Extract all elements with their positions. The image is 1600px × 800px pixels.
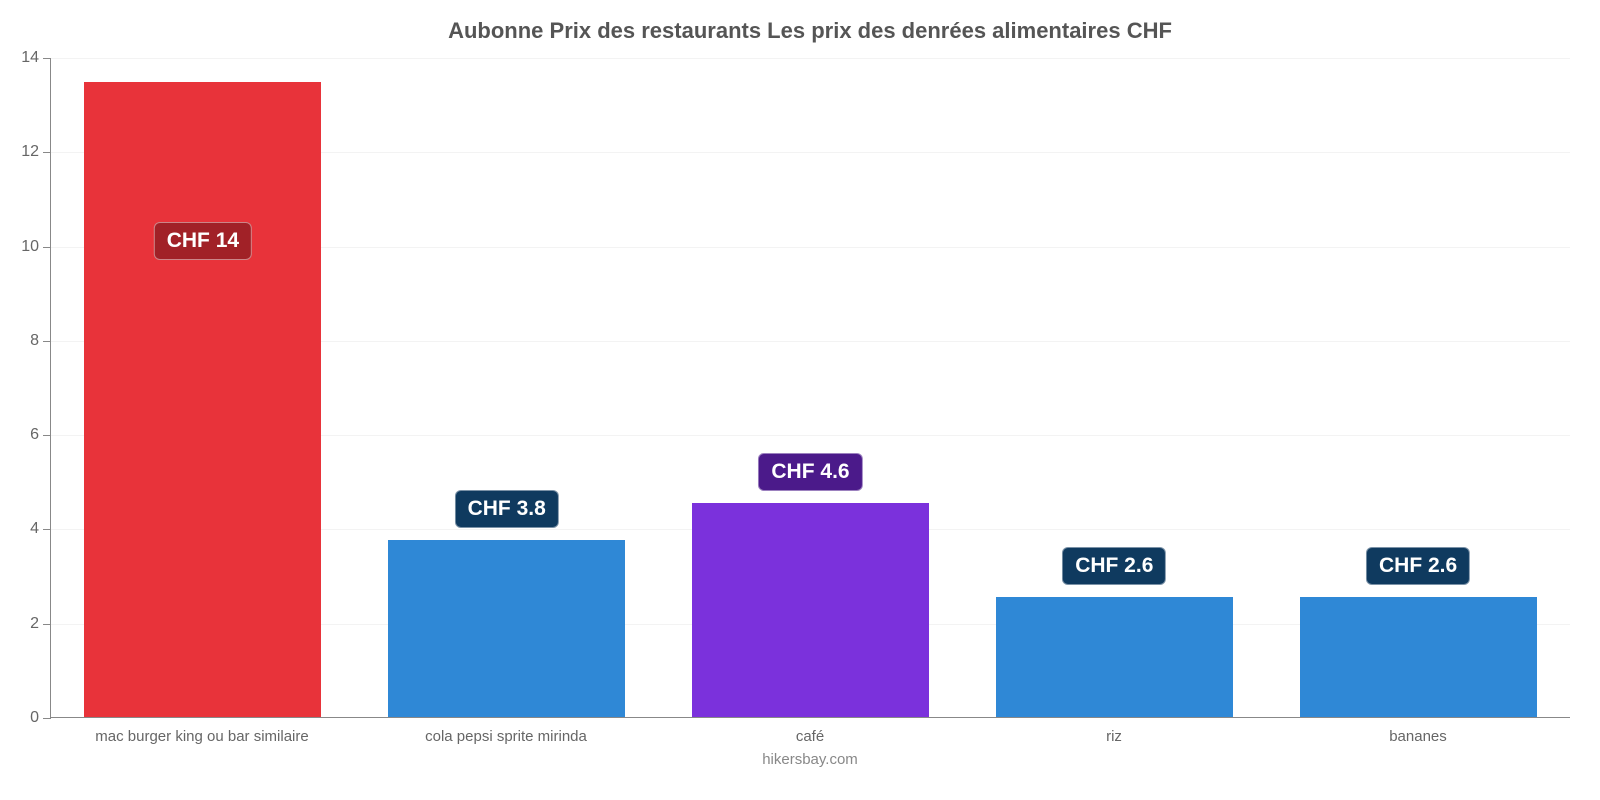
y-tick-label: 2 (30, 615, 51, 633)
bar: CHF 2.6 (996, 597, 1233, 717)
bar-value-label: CHF 4.6 (758, 453, 862, 491)
bar-slot: CHF 14 (51, 58, 355, 717)
bar: CHF 14 (84, 82, 321, 717)
x-axis-label: cola pepsi sprite mirinda (354, 718, 658, 745)
bar-slot: CHF 3.8 (355, 58, 659, 717)
x-axis-label: riz (962, 718, 1266, 745)
x-axis-label: café (658, 718, 962, 745)
y-tick-label: 8 (30, 332, 51, 350)
y-tick-label: 12 (21, 143, 51, 161)
bar-value-label: CHF 2.6 (1062, 547, 1166, 585)
y-tick-label: 4 (30, 520, 51, 538)
chart-title: Aubonne Prix des restaurants Les prix de… (50, 18, 1570, 44)
y-tick-label: 6 (30, 426, 51, 444)
chart-source: hikersbay.com (50, 751, 1570, 768)
bars-row: CHF 14 CHF 3.8 CHF 4.6 CHF 2.6 CHF 2.6 (51, 58, 1570, 717)
x-axis: mac burger king ou bar similairecola pep… (50, 718, 1570, 745)
bar-value-label: CHF 3.8 (455, 490, 559, 528)
chart-container: Aubonne Prix des restaurants Les prix de… (0, 0, 1600, 800)
bar: CHF 3.8 (388, 540, 625, 717)
bar-slot: CHF 4.6 (659, 58, 963, 717)
bar: CHF 2.6 (1300, 597, 1537, 717)
y-tick-label: 0 (30, 709, 51, 727)
bar-value-label: CHF 14 (154, 222, 252, 260)
y-tick-label: 14 (21, 49, 51, 67)
bar-slot: CHF 2.6 (1266, 58, 1570, 717)
bar-slot: CHF 2.6 (962, 58, 1266, 717)
bar: CHF 4.6 (692, 503, 929, 717)
plot-area: CHF 14CHF 3.8CHF 4.6CHF 2.6CHF 2.6 02468… (50, 58, 1570, 718)
y-tick-label: 10 (21, 238, 51, 256)
bar-value-label: CHF 2.6 (1366, 547, 1470, 585)
x-axis-label: bananes (1266, 718, 1570, 745)
x-axis-label: mac burger king ou bar similaire (50, 718, 354, 745)
